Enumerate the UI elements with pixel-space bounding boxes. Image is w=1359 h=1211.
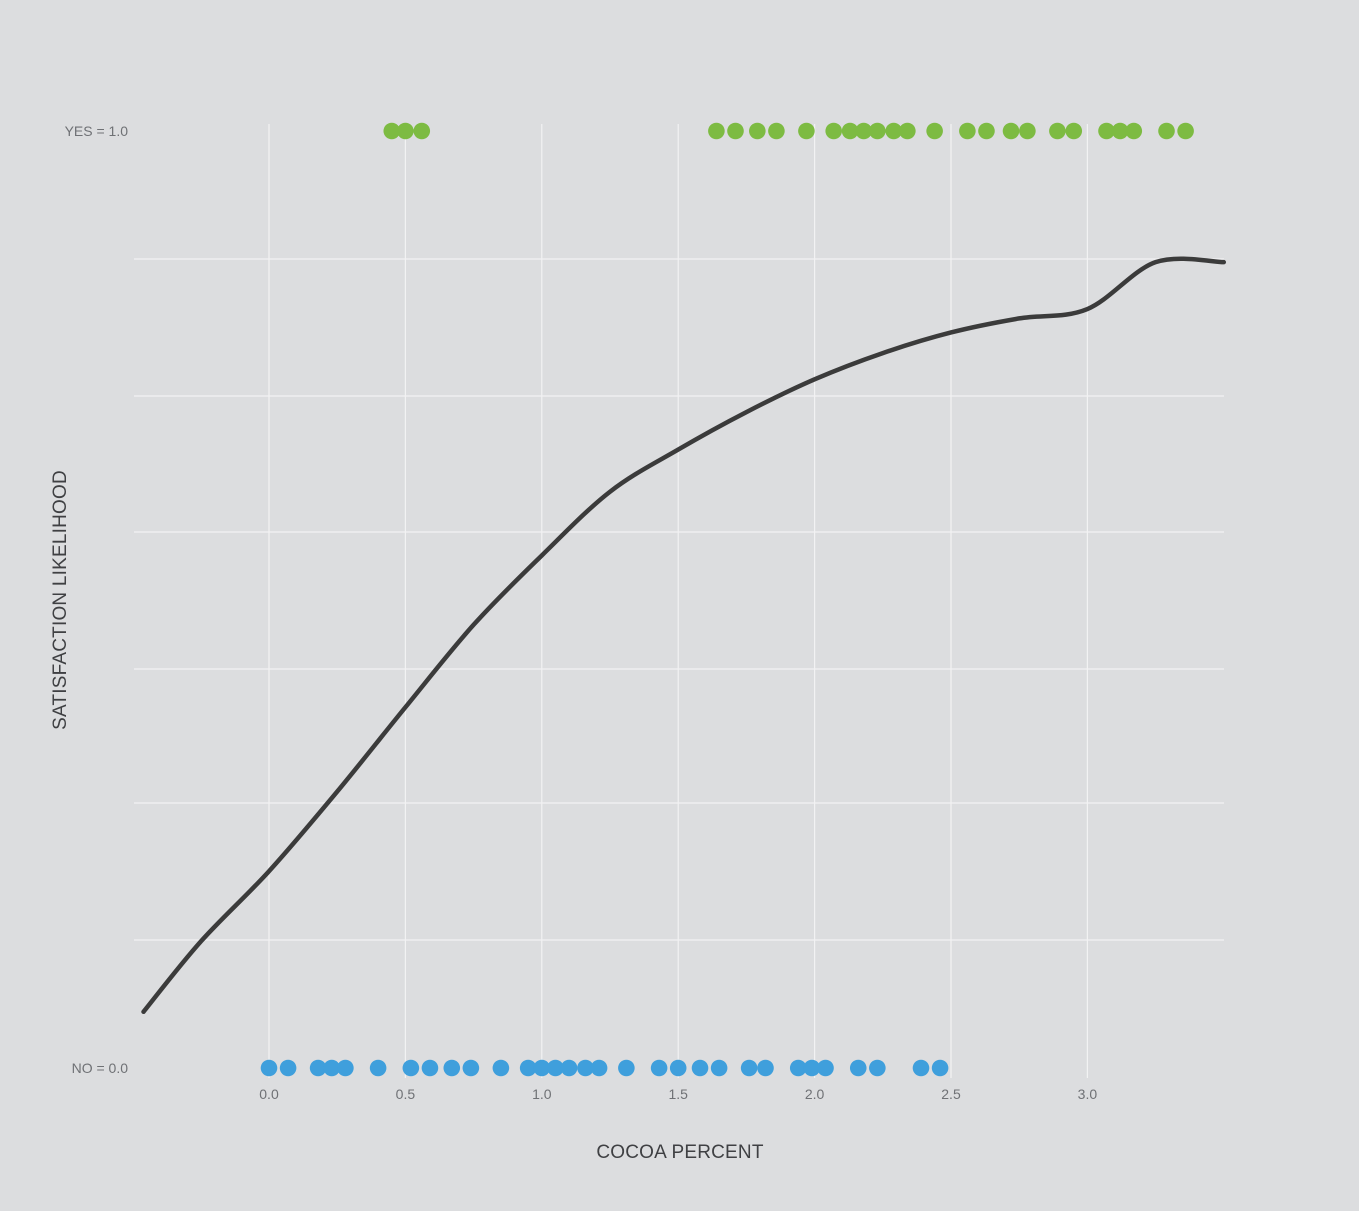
- yes-point: [708, 122, 725, 140]
- no-point: [691, 1059, 709, 1077]
- no-point: [740, 1059, 758, 1077]
- yes-point: [825, 122, 842, 140]
- x-tick-label: 3.0: [1078, 1086, 1098, 1102]
- yes-point: [841, 122, 859, 140]
- yes-point: [1098, 122, 1115, 140]
- no-point: [279, 1059, 297, 1077]
- no-point: [710, 1059, 728, 1077]
- no-point: [260, 1059, 278, 1077]
- no-point: [533, 1059, 551, 1077]
- x-tick-label: 0.5: [396, 1086, 416, 1102]
- yes-point: [1019, 122, 1036, 140]
- x-tick-label: 1.0: [532, 1086, 552, 1102]
- yes-point: [1158, 122, 1175, 140]
- no-point: [337, 1059, 354, 1077]
- no-point: [369, 1059, 387, 1077]
- no-point: [577, 1059, 594, 1077]
- no-point: [650, 1059, 668, 1077]
- no-point: [309, 1059, 327, 1077]
- no-point: [669, 1059, 687, 1077]
- no-point: [869, 1059, 886, 1077]
- yes-point: [768, 122, 785, 140]
- no-point: [849, 1059, 867, 1077]
- no-point: [560, 1059, 578, 1077]
- y-axis-title: SATISFACTION LIKELIHOOD: [50, 470, 71, 730]
- yes-point: [1111, 122, 1129, 140]
- no-point: [402, 1059, 420, 1077]
- yes-point: [885, 122, 903, 140]
- yes-point: [798, 122, 815, 140]
- no-point: [618, 1059, 635, 1077]
- yes-point: [1125, 122, 1143, 140]
- no-point: [421, 1059, 439, 1077]
- yes-point: [1002, 122, 1020, 140]
- no-point: [323, 1059, 341, 1077]
- no-point: [462, 1059, 480, 1077]
- grid: [134, 124, 1224, 1078]
- no-point: [492, 1059, 510, 1077]
- yes-point: [869, 122, 886, 140]
- x-tick-label: 1.5: [668, 1086, 688, 1102]
- x-tick-label: 2.0: [805, 1086, 825, 1102]
- no-point: [817, 1059, 834, 1077]
- no-point: [443, 1059, 461, 1077]
- no-point: [757, 1059, 774, 1077]
- no-point: [547, 1059, 564, 1077]
- yes-point: [978, 122, 995, 140]
- points-layer: [260, 122, 1194, 1077]
- yes-point: [855, 122, 873, 140]
- yes-point: [1065, 122, 1083, 140]
- yes-point: [899, 122, 916, 140]
- yes-point: [926, 122, 943, 140]
- no-point: [931, 1059, 949, 1077]
- x-axis-title: COCOA PERCENT: [596, 1142, 763, 1163]
- yes-point: [959, 122, 976, 140]
- yes-point: [397, 122, 414, 140]
- yes-point: [1049, 122, 1066, 140]
- y-tick-label: YES = 1.0: [65, 123, 129, 139]
- x-tick-label: 2.5: [941, 1086, 961, 1102]
- x-tick-label: 0.0: [259, 1086, 279, 1102]
- yes-point: [383, 122, 401, 140]
- no-point: [519, 1059, 537, 1077]
- no-point: [803, 1059, 821, 1077]
- no-point: [912, 1059, 930, 1077]
- fitted-curve: [141, 256, 1227, 1015]
- no-point: [789, 1059, 807, 1077]
- no-point: [590, 1059, 608, 1077]
- yes-point: [727, 122, 744, 140]
- y-tick-label: NO = 0.0: [72, 1060, 129, 1076]
- yes-point: [749, 122, 766, 140]
- yes-point: [413, 122, 431, 140]
- tick-labels: 0.0 0.5 1.0 1.5 2.0 2.5 3.0 YES = 1.0 NO = 0.0: [65, 123, 1098, 1102]
- yes-point: [1177, 122, 1194, 140]
- fitted-curve-layer: [141, 256, 1227, 1015]
